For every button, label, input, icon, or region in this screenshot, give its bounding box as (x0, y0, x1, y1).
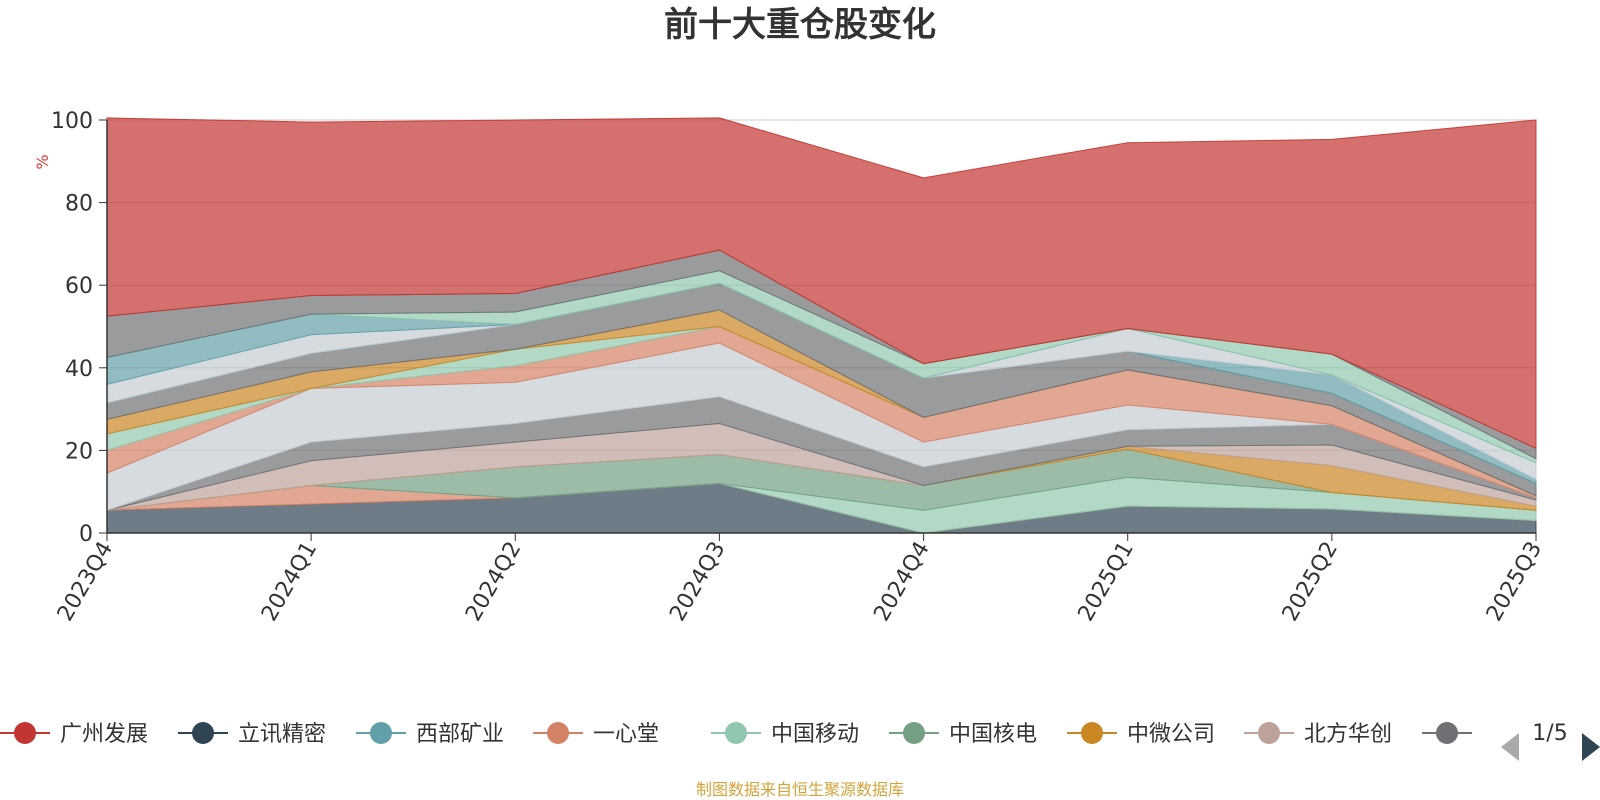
legend-marker-icon (547, 722, 569, 744)
area-series (106, 117, 1537, 534)
x-tick-label: 2025Q1 (1074, 538, 1139, 626)
legend-item-中国移动[interactable]: 中国移动 (711, 722, 859, 747)
x-tick-label: 2024Q1 (257, 538, 322, 626)
chart-title: 前十大重仓股变化 (664, 5, 936, 45)
legend-marker-icon (1258, 722, 1280, 744)
legend-item-广州发展[interactable]: 广州发展 (0, 722, 148, 747)
source-note: 制图数据来自恒生聚源数据库 (695, 780, 904, 799)
y-tick-label: 80 (65, 192, 93, 217)
legend: 广州发展 立讯精密 西部矿业 一心堂 中国移动 中国核电 中微公司 北方华创 美的集团 (0, 722, 1570, 747)
legend-prev-arrow-icon[interactable] (1501, 733, 1519, 761)
legend-item-一心堂[interactable]: 一心堂 (533, 722, 659, 747)
y-tick-label: 0 (79, 522, 93, 547)
x-tick-label: 2023Q4 (53, 538, 118, 626)
x-tick-label: 2025Q3 (1482, 538, 1547, 626)
legend-marker-icon (192, 722, 214, 744)
y-tick-label: 100 (51, 109, 93, 134)
y-tick-label: 20 (65, 439, 93, 464)
legend-label: 中国核电 (949, 722, 1037, 747)
legend-item-西部矿业[interactable]: 西部矿业 (356, 722, 504, 747)
legend-label: 中微公司 (1127, 722, 1215, 747)
legend-item-美的集团[interactable]: 美的集团 (1422, 722, 1570, 747)
legend-item-中微公司[interactable]: 中微公司 (1067, 722, 1215, 747)
legend-item-立讯精密[interactable]: 立讯精密 (178, 722, 326, 747)
x-tick-label: 2024Q4 (869, 538, 934, 626)
legend-label: 北方华创 (1304, 722, 1392, 747)
legend-label: 中国移动 (771, 722, 859, 747)
legend-pager: 1/5 (1501, 721, 1600, 761)
legend-label: 广州发展 (60, 722, 148, 747)
legend-label: 立讯精密 (238, 722, 326, 747)
legend-marker-icon (370, 722, 392, 744)
legend-page-indicator: 1/5 (1532, 721, 1567, 746)
legend-marker-icon (903, 722, 925, 744)
legend-label: 一心堂 (593, 722, 659, 747)
legend-marker-icon (14, 722, 36, 744)
legend-marker-icon (725, 722, 747, 744)
legend-label: 西部矿业 (416, 722, 504, 747)
legend-item-中国核电[interactable]: 中国核电 (889, 722, 1037, 747)
y-tick-label: 60 (65, 274, 93, 299)
area-广州发展[interactable] (106, 117, 1537, 450)
y-tick-label: 40 (65, 357, 93, 382)
legend-next-arrow-icon[interactable] (1582, 733, 1600, 761)
x-tick-label: 2024Q3 (665, 538, 730, 626)
legend-marker-icon (1081, 722, 1103, 744)
x-tick-label: 2025Q2 (1278, 538, 1343, 626)
x-tick-label: 2024Q2 (461, 538, 526, 626)
legend-item-北方华创[interactable]: 北方华创 (1244, 722, 1392, 747)
legend-marker-icon (1436, 722, 1458, 744)
y-axis-unit-label: % (33, 154, 52, 169)
